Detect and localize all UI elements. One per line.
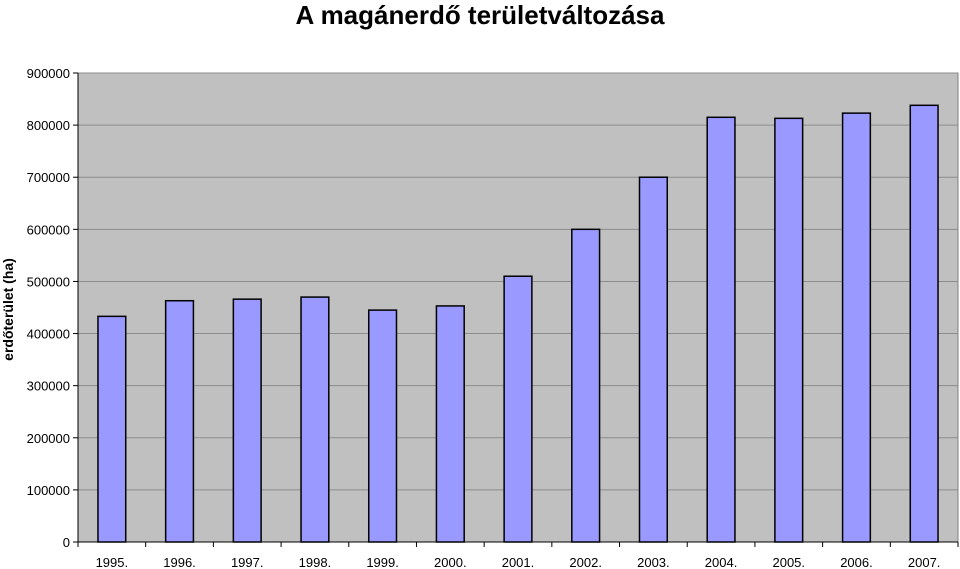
bar-2007 bbox=[909, 104, 939, 543]
x-tick-label: 2002. bbox=[569, 555, 602, 569]
chart-title: A magánerdő területváltozása bbox=[295, 0, 665, 30]
y-tick-label: 600000 bbox=[27, 222, 70, 237]
bar-1995 bbox=[97, 315, 127, 543]
y-tick-label: 200000 bbox=[27, 431, 70, 446]
bar-1999 bbox=[367, 309, 398, 543]
y-tick-label: 100000 bbox=[27, 483, 70, 498]
bars bbox=[97, 104, 939, 543]
bar-1996 bbox=[164, 299, 195, 543]
bar-1998 bbox=[300, 296, 330, 543]
y-tick-label: 400000 bbox=[27, 327, 70, 342]
y-tick-label: 700000 bbox=[27, 170, 70, 185]
x-tick-label: 1998. bbox=[299, 555, 332, 569]
y-tick-label: 0 bbox=[63, 535, 70, 550]
x-tick-label: 1997. bbox=[231, 555, 264, 569]
x-tick-label: 1996. bbox=[163, 555, 196, 569]
bar-2004 bbox=[706, 116, 736, 543]
bar-2003 bbox=[638, 176, 669, 543]
x-tick-label: 1995. bbox=[96, 555, 129, 569]
x-tick-label: 1999. bbox=[366, 555, 399, 569]
y-tick-label: 900000 bbox=[27, 66, 70, 81]
y-axis-title: erdőterület (ha) bbox=[0, 258, 16, 361]
bar-2000 bbox=[435, 305, 465, 543]
x-axis-ticks: 1995. 1996. 1997. 1998. 1999. 2000. 2001. 2002.… bbox=[77, 542, 959, 569]
x-tick-label: 2006. bbox=[840, 555, 873, 569]
x-tick-label: 2004. bbox=[705, 555, 738, 569]
bar-1997 bbox=[232, 298, 262, 543]
x-tick-label: 2000. bbox=[434, 555, 467, 569]
bar-2002 bbox=[571, 228, 601, 543]
bar-2006 bbox=[841, 112, 872, 543]
y-tick-label: 500000 bbox=[27, 274, 70, 289]
bar-2005 bbox=[774, 117, 804, 543]
y-tick-label: 800000 bbox=[27, 118, 70, 133]
x-tick-label: 2007. bbox=[908, 555, 941, 569]
x-tick-label: 2003. bbox=[637, 555, 670, 569]
y-axis-ticks: 0 100000 200000 300000 400000 500000 600000 700… bbox=[27, 66, 78, 550]
bar-2001 bbox=[503, 275, 533, 543]
x-tick-label: 2001. bbox=[502, 555, 535, 569]
y-tick-label: 300000 bbox=[27, 379, 70, 394]
x-tick-label: 2005. bbox=[772, 555, 805, 569]
